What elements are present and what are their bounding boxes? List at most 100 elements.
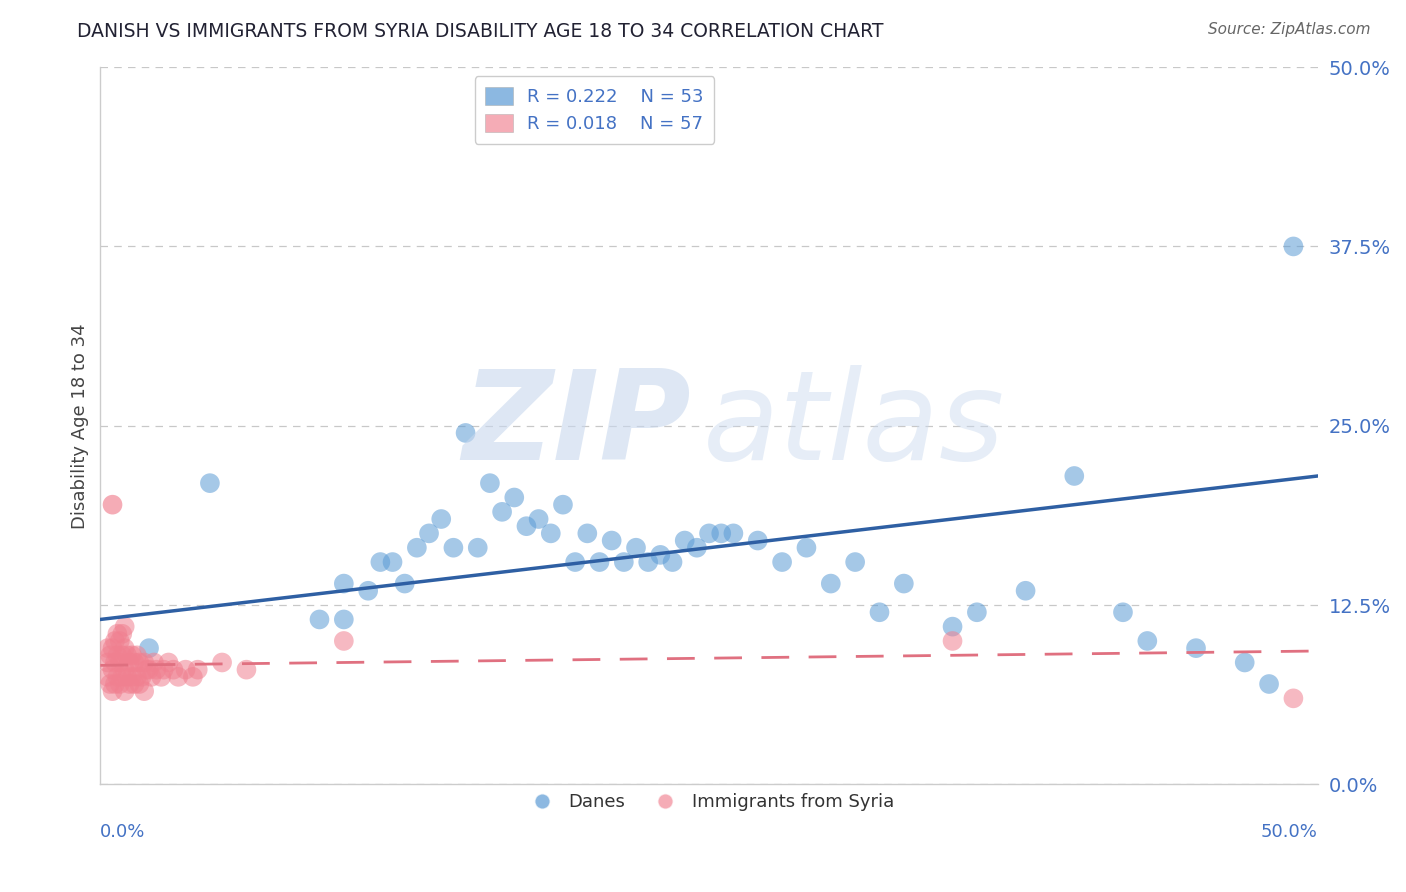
Point <box>125 670 148 684</box>
Point <box>167 670 190 684</box>
Point <box>527 512 550 526</box>
Text: 50.0%: 50.0% <box>1261 823 1317 841</box>
Point <box>115 648 138 663</box>
Point <box>540 526 562 541</box>
Point <box>770 555 793 569</box>
Point <box>118 677 141 691</box>
Text: atlas: atlas <box>703 365 1005 486</box>
Point <box>114 641 136 656</box>
Point <box>551 498 574 512</box>
Point <box>124 677 146 691</box>
Point <box>101 498 124 512</box>
Point <box>686 541 709 555</box>
Point <box>118 656 141 670</box>
Text: ZIP: ZIP <box>463 365 690 486</box>
Point <box>370 555 392 569</box>
Point <box>576 526 599 541</box>
Point <box>162 663 184 677</box>
Point <box>111 648 134 663</box>
Point <box>111 627 134 641</box>
Point <box>1136 634 1159 648</box>
Point <box>966 605 988 619</box>
Text: Source: ZipAtlas.com: Source: ZipAtlas.com <box>1208 22 1371 37</box>
Point <box>150 670 173 684</box>
Point <box>333 612 356 626</box>
Point <box>491 505 513 519</box>
Point <box>128 656 150 670</box>
Point <box>138 641 160 656</box>
Point <box>941 619 963 633</box>
Point <box>869 605 891 619</box>
Point <box>844 555 866 569</box>
Point <box>1282 239 1305 253</box>
Point <box>564 555 586 569</box>
Point <box>211 656 233 670</box>
Point <box>613 555 636 569</box>
Point <box>478 476 501 491</box>
Point <box>697 526 720 541</box>
Point <box>198 476 221 491</box>
Point <box>747 533 769 548</box>
Point <box>104 656 127 670</box>
Point <box>115 670 138 684</box>
Point <box>405 541 427 555</box>
Point <box>97 641 120 656</box>
Point <box>138 663 160 677</box>
Point <box>1112 605 1135 619</box>
Point <box>661 555 683 569</box>
Point <box>1282 691 1305 706</box>
Point <box>134 684 156 698</box>
Point <box>121 670 143 684</box>
Point <box>1258 677 1281 691</box>
Point <box>108 677 131 691</box>
Point <box>108 634 131 648</box>
Point <box>333 576 356 591</box>
Point <box>430 512 453 526</box>
Point <box>650 548 672 562</box>
Point <box>97 656 120 670</box>
Point <box>588 555 610 569</box>
Point <box>723 526 745 541</box>
Point <box>121 648 143 663</box>
Point <box>1014 583 1036 598</box>
Point <box>1233 656 1256 670</box>
Point <box>308 612 330 626</box>
Point <box>98 677 121 691</box>
Point <box>134 656 156 670</box>
Point <box>710 526 733 541</box>
Point <box>181 670 204 684</box>
Point <box>441 541 464 555</box>
Point <box>105 627 128 641</box>
Point <box>820 576 842 591</box>
Point <box>1063 469 1085 483</box>
Point <box>101 663 124 677</box>
Y-axis label: Disability Age 18 to 34: Disability Age 18 to 34 <box>72 323 89 529</box>
Point <box>1185 641 1208 656</box>
Point <box>381 555 404 569</box>
Point <box>624 541 647 555</box>
Point <box>637 555 659 569</box>
Point <box>174 663 197 677</box>
Point <box>105 670 128 684</box>
Point <box>187 663 209 677</box>
Point <box>142 656 165 670</box>
Text: DANISH VS IMMIGRANTS FROM SYRIA DISABILITY AGE 18 TO 34 CORRELATION CHART: DANISH VS IMMIGRANTS FROM SYRIA DISABILI… <box>77 22 884 41</box>
Point <box>157 656 180 670</box>
Point <box>111 670 134 684</box>
Point <box>454 425 477 440</box>
Point <box>600 533 623 548</box>
Point <box>125 648 148 663</box>
Point <box>104 677 127 691</box>
Point <box>515 519 537 533</box>
Point <box>101 641 124 656</box>
Point <box>941 634 963 648</box>
Point <box>235 663 257 677</box>
Point <box>114 663 136 677</box>
Point <box>114 619 136 633</box>
Point <box>145 663 167 677</box>
Point <box>357 583 380 598</box>
Point <box>333 634 356 648</box>
Point <box>467 541 489 555</box>
Legend: Danes, Immigrants from Syria: Danes, Immigrants from Syria <box>516 786 901 819</box>
Point <box>101 684 124 698</box>
